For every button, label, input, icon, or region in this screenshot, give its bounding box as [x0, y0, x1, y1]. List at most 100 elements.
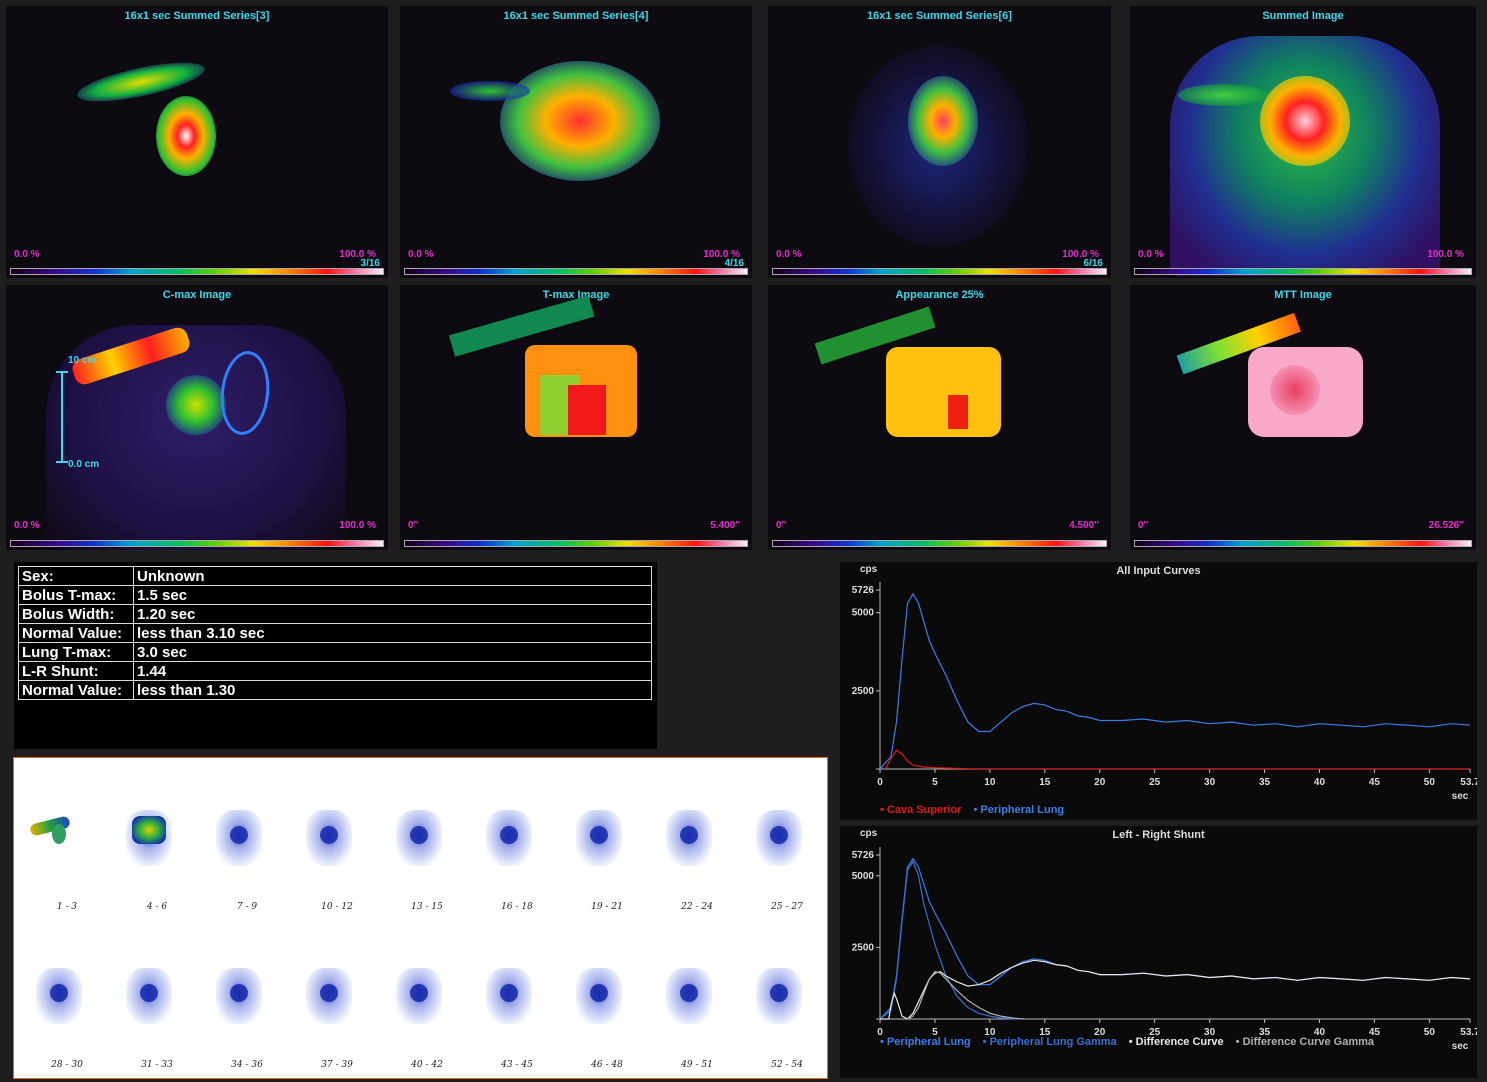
graph-canvas: 2500 5000 5726 0 5 10 15 20 25 30 35 40 45 50 53.7 sec [852, 582, 1477, 802]
scale-min-label: 0'' [776, 520, 787, 531]
scale-bar-top-tick [56, 371, 68, 373]
scale-top-label: 10 cm [68, 355, 97, 366]
legend-entry: • Difference Curve Gamma [1235, 1036, 1375, 1048]
x-tick-label: 35 [1259, 1027, 1271, 1038]
frame-thumbnail[interactable] [388, 806, 450, 868]
region-red [568, 385, 606, 435]
frame-thumbnail[interactable] [568, 964, 630, 1026]
frame-range-label: 49 - 51 [681, 1060, 713, 1070]
scale-min-label: 0.0 % [408, 249, 434, 260]
frame-thumbnail[interactable] [478, 964, 540, 1026]
all-input-curves-graph[interactable]: All Input Curves cps 2500 5000 5726 0 5 10 15 2… [840, 562, 1477, 820]
image-panel-summed-series-4[interactable]: 16x1 sec Summed Series[4] 0.0 % 100.0 % … [400, 6, 752, 278]
bolus-path [1178, 84, 1268, 106]
image-panel-summed-series-3[interactable]: 16x1 sec Summed Series[3] 0.0 % 100.0 % … [6, 6, 388, 278]
x-tick-label: 10 [984, 777, 996, 788]
panel-title: C-max Image [162, 289, 232, 301]
x-tick-label: 15 [1039, 777, 1051, 788]
heart-hotspot [166, 375, 226, 435]
image-panel-c-max[interactable]: C-max Image 10 cm 0.0 cm 0.0 % 100.0 % [6, 285, 388, 550]
frame-range-label: 22 - 24 [681, 902, 713, 912]
series-line [884, 749, 1470, 770]
result-value: less than 1.30 [133, 680, 652, 700]
frame-thumbnail[interactable] [118, 806, 180, 868]
x-tick-label: 30 [1204, 1027, 1216, 1038]
heart-hotspot [908, 76, 978, 166]
frame-thumbnail[interactable] [388, 964, 450, 1026]
scale-max-label: 5.400'' [710, 520, 740, 531]
y-axis-label: cps [860, 564, 878, 575]
color-bar [10, 268, 384, 275]
image-panel-appearance-25[interactable]: Appearance 25% 0'' 4.500'' [768, 285, 1111, 550]
scale-max-label: 100.0 % [1427, 249, 1464, 260]
result-row: Bolus Width: 1.20 sec [18, 604, 652, 624]
y-tick-label: 5000 [852, 871, 875, 882]
x-tick-label: 10 [984, 1027, 996, 1038]
panel-title: Appearance 25% [895, 289, 984, 301]
scale-bar [61, 371, 63, 463]
image-panel-mtt[interactable]: MTT Image 0'' 26.526'' [1130, 285, 1476, 550]
scale-min-label: 0'' [408, 520, 419, 531]
frame-thumbnail[interactable] [118, 964, 180, 1026]
panel-title: 16x1 sec Summed Series[4] [503, 10, 649, 22]
graph-title: All Input Curves [1116, 565, 1201, 577]
result-value: Unknown [133, 566, 652, 586]
scale-min-label: 0.0 % [776, 249, 802, 260]
frame-range-label: 34 - 36 [231, 1060, 263, 1070]
results-table: Sex: Unknown Bolus T-max: 1.5 sec Bolus Widt… [18, 566, 652, 700]
frame-range-label: 52 - 54 [771, 1060, 803, 1070]
scale-max-label: 100.0 % [339, 249, 376, 260]
result-key: Bolus Width: [18, 604, 134, 624]
scale-min-label: 0.0 % [1138, 249, 1164, 260]
frame-thumbnail[interactable] [208, 806, 270, 868]
frame-range-label: 43 - 45 [501, 1060, 533, 1070]
result-key: Normal Value: [18, 623, 134, 643]
series-line [879, 857, 1471, 1020]
frame-range-label: 4 - 6 [146, 902, 168, 912]
frame-range-label: 7 - 9 [236, 902, 258, 912]
legend-entry: • Peripheral Lung [880, 1036, 971, 1048]
bolus-path [450, 81, 530, 101]
frame-thumbnail[interactable] [208, 964, 270, 1026]
x-tick-label: 50 [1424, 777, 1436, 788]
legend-entry: • Peripheral Lung [973, 804, 1065, 816]
frame-sequence-panel[interactable]: 1 - 3 4 - 6 7 - 9 10 - 12 13 - 15 16 - 18 19 -… [13, 757, 828, 1079]
legend-entry: • Difference Curve [1128, 1036, 1224, 1048]
scale-bar-bottom-tick [56, 461, 68, 463]
y-tick-label: 2500 [852, 942, 875, 953]
frame-thumbnail[interactable] [568, 806, 630, 868]
graph-title: Left - Right Shunt [1112, 829, 1205, 841]
frame-thumbnail[interactable] [748, 806, 810, 868]
image-panel-t-max[interactable]: T-max Image 0'' 5.400'' [400, 285, 752, 550]
result-value: 1.20 sec [133, 604, 652, 624]
frame-range-label: 28 - 30 [51, 1060, 83, 1070]
result-key: Sex: [18, 566, 134, 586]
image-panel-summed-series-6[interactable]: 16x1 sec Summed Series[6] 0.0 % 100.0 % … [768, 6, 1111, 278]
image-panel-summed-image[interactable]: Summed Image 0.0 % 100.0 % [1130, 6, 1476, 278]
frame-thumbnail[interactable] [298, 806, 360, 868]
frame-range-label: 31 - 33 [141, 1060, 173, 1070]
color-bar [1134, 540, 1472, 547]
scale-min-label: 0.0 % [14, 520, 40, 531]
heart-hotspot [156, 96, 216, 176]
frame-thumbnail[interactable] [28, 964, 90, 1026]
frame-thumbnail[interactable] [658, 806, 720, 868]
frame-range-label: 40 - 42 [411, 1060, 443, 1070]
graph-legend: • Peripheral Lung • Peripheral Lung Gamma… [880, 1036, 1470, 1048]
result-row: Lung T-max: 3.0 sec [18, 642, 652, 662]
color-bar [772, 268, 1107, 275]
scale-min-label: 0'' [1138, 520, 1149, 531]
frame-thumbnail[interactable] [298, 964, 360, 1026]
y-tick-label: 5726 [852, 850, 875, 861]
x-tick-label: 53.7 [1460, 777, 1477, 788]
frame-thumbnail[interactable] [658, 964, 720, 1026]
frame-thumbnail[interactable] [478, 806, 540, 868]
x-axis-label: sec [1452, 1041, 1469, 1052]
scale-max-label: 26.526'' [1428, 520, 1464, 531]
result-value: 1.5 sec [133, 585, 652, 605]
left-right-shunt-graph[interactable]: Left - Right Shunt cps 2500 5000 5726 0 5 10 1… [840, 826, 1477, 1078]
frame-thumbnail[interactable] [748, 964, 810, 1026]
frame-thumbnail[interactable] [28, 806, 90, 868]
color-bar [10, 540, 384, 547]
x-tick-label: 25 [1149, 777, 1161, 788]
